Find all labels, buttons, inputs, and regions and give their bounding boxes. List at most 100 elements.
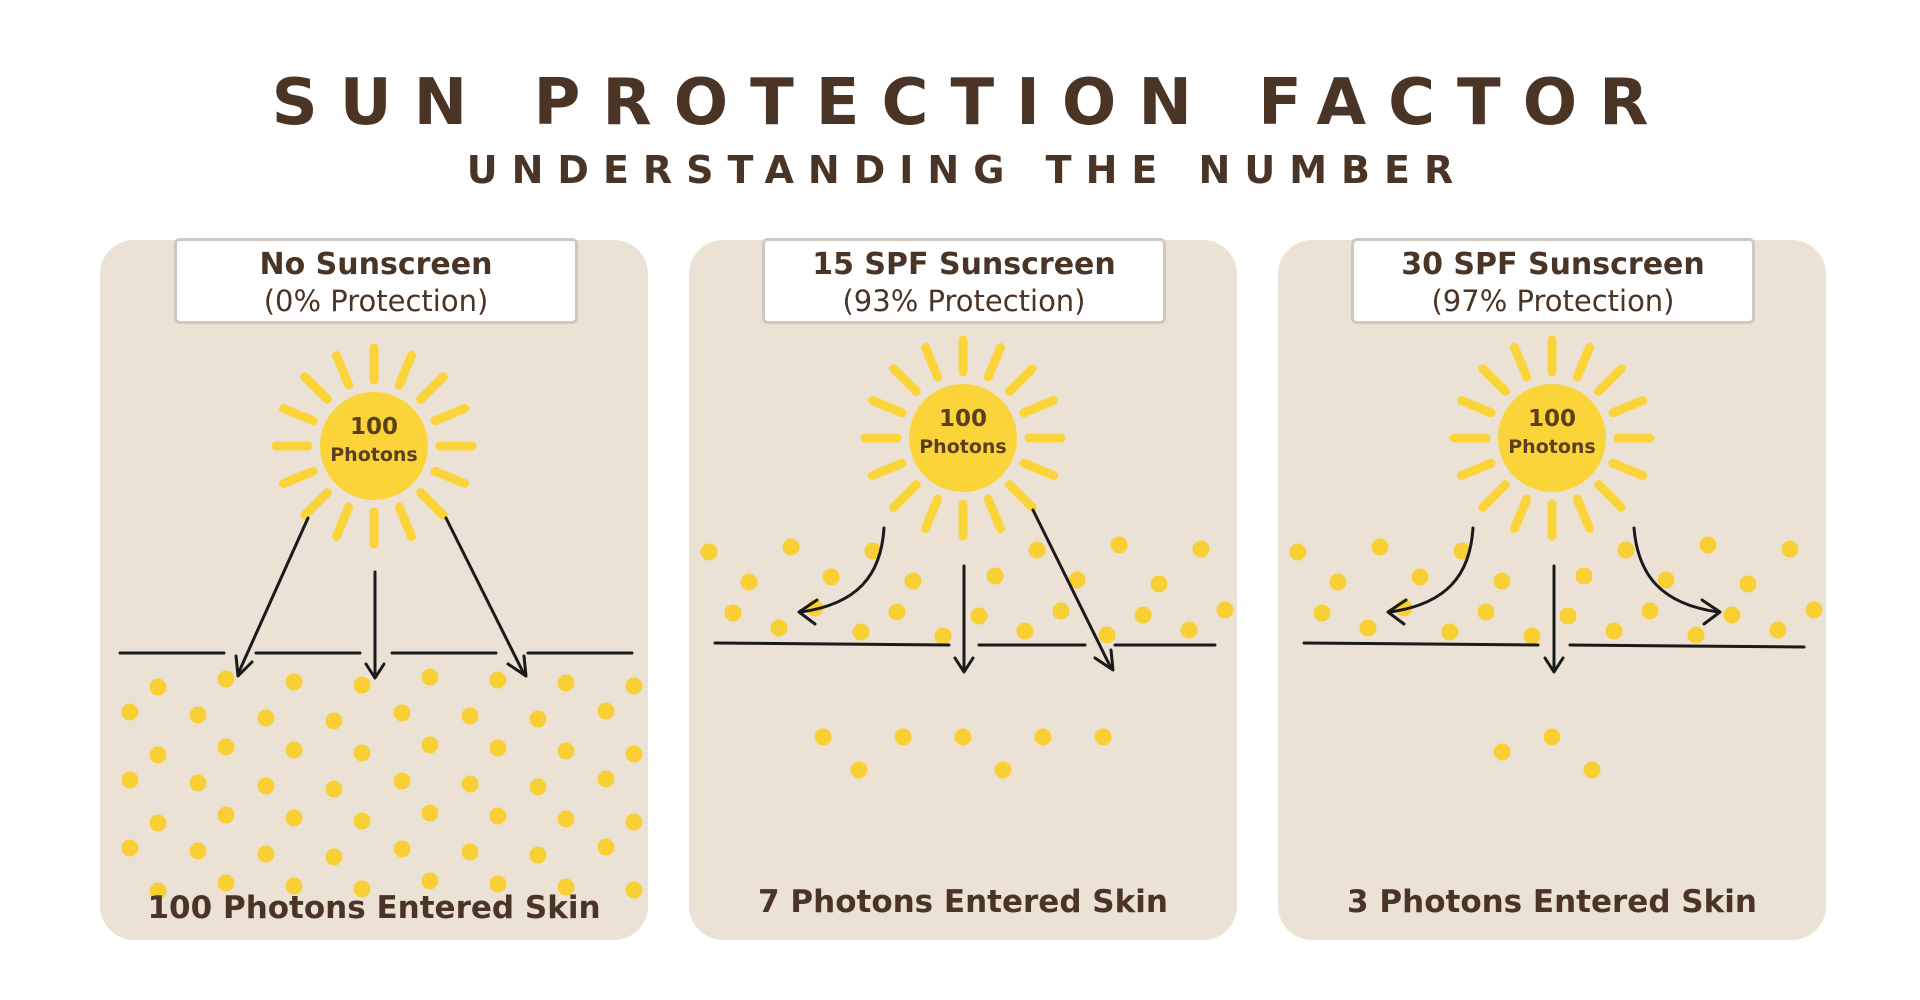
photon-dot — [353, 812, 371, 830]
sun-ray — [278, 403, 318, 426]
photon-dot — [189, 706, 207, 724]
photon-dot — [852, 623, 870, 641]
photon-dot — [217, 670, 235, 688]
sun-icon — [271, 343, 477, 549]
sun-ray — [1594, 480, 1626, 512]
sun-ray — [1005, 364, 1037, 396]
photon-dot — [970, 607, 988, 625]
photon-dot — [353, 676, 371, 694]
photon-dot — [325, 780, 343, 798]
photon-dot — [1034, 728, 1052, 746]
sun-count: 100 — [349, 414, 398, 440]
photon-dot — [121, 839, 139, 857]
photon-dot — [257, 709, 275, 727]
page-subtitle: UNDERSTANDING THE NUMBER — [466, 148, 1468, 192]
photon-dot — [1411, 568, 1429, 586]
photon-dot — [353, 744, 371, 762]
sun-ray — [867, 395, 907, 418]
photon-dot — [904, 572, 922, 590]
sun-ray — [1509, 494, 1532, 534]
photon-dot — [149, 746, 167, 764]
photon-arrows — [1386, 526, 1722, 674]
photon-dot — [325, 712, 343, 730]
photon-dot — [285, 741, 303, 759]
sun-ray — [331, 350, 354, 390]
result-text: 3 Photons Entered Skin — [1347, 884, 1757, 920]
sun-label: 100 Photons — [908, 406, 1018, 458]
photon-dot — [393, 840, 411, 858]
sun-ray — [430, 466, 470, 489]
photon-dot — [597, 838, 615, 856]
photon-dot — [864, 542, 882, 560]
sun-label: 100 Photons — [319, 414, 429, 466]
photon-field — [1289, 536, 1823, 779]
photon-dot — [888, 603, 906, 621]
photon-dot — [1493, 572, 1511, 590]
sun-count: 100 — [938, 406, 987, 432]
photon-dot — [1371, 538, 1389, 556]
photon-dot — [217, 738, 235, 756]
sun-ray — [1594, 364, 1626, 396]
sun-ray — [1005, 480, 1037, 512]
panel-no-sunscreen: 100 Photons Entered Skin — [100, 240, 648, 940]
page-title: SUN PROTECTION FACTOR — [271, 66, 1671, 140]
sun-icon — [1449, 335, 1655, 541]
sun-ray — [1478, 364, 1510, 396]
sun-ray — [300, 372, 332, 404]
sun-unit: Photons — [919, 436, 1007, 458]
photon-dot — [994, 761, 1012, 779]
photon-dot — [1216, 601, 1234, 619]
photon-dot — [1180, 621, 1198, 639]
label-no-sunscreen: No Sunscreen (0% Protection) — [174, 238, 578, 324]
photon-dot — [1543, 728, 1561, 746]
photon-dot — [217, 874, 235, 892]
sun-ray — [920, 342, 943, 382]
sun-ray — [300, 488, 332, 520]
photon-dot — [1329, 573, 1347, 591]
photon-dot — [557, 674, 575, 692]
photon-dot — [257, 777, 275, 795]
photon-dot — [557, 878, 575, 896]
sun-ray — [867, 458, 907, 481]
photon-dot — [189, 774, 207, 792]
photon-dot — [625, 813, 643, 831]
photon-field — [121, 668, 643, 900]
photon-dot — [285, 673, 303, 691]
sun-core — [909, 384, 1017, 492]
photon-dot — [217, 806, 235, 824]
photon-dot — [625, 881, 643, 899]
label-protection: (0% Protection) — [263, 284, 489, 318]
panel-15-spf: 7 Photons Entered Skin — [689, 240, 1237, 940]
photon-arrows — [234, 516, 528, 680]
photon-dot — [1289, 543, 1307, 561]
photon-dot — [1453, 542, 1471, 560]
sun-core — [1498, 384, 1606, 492]
skin-surface-line — [1302, 641, 1806, 649]
photon-dot — [1781, 540, 1799, 558]
photon-dot — [597, 770, 615, 788]
photon-dot — [1094, 728, 1112, 746]
photon-dot — [489, 875, 507, 893]
photon-dot — [597, 702, 615, 720]
photon-dot — [894, 728, 912, 746]
photon-dot — [1098, 626, 1116, 644]
photon-dot — [1699, 536, 1717, 554]
photon-dot — [529, 846, 547, 864]
photon-dot — [1641, 602, 1659, 620]
photon-dot — [724, 604, 742, 622]
sun-ray — [1456, 395, 1496, 418]
photon-dot — [285, 809, 303, 827]
photon-dot — [353, 880, 371, 898]
label-30-spf: 30 SPF Sunscreen (97% Protection) — [1351, 238, 1755, 324]
photon-dot — [393, 704, 411, 722]
photon-dot — [489, 739, 507, 757]
panel-illustration — [1289, 335, 1823, 779]
photon-dot — [1575, 567, 1593, 585]
skin-surface-line — [713, 641, 1217, 647]
sun-ray — [1572, 494, 1595, 534]
sun-ray — [394, 502, 417, 542]
sun-ray — [416, 372, 448, 404]
photon-dot — [529, 710, 547, 728]
photon-dot — [461, 843, 479, 861]
sun-core — [320, 392, 428, 500]
